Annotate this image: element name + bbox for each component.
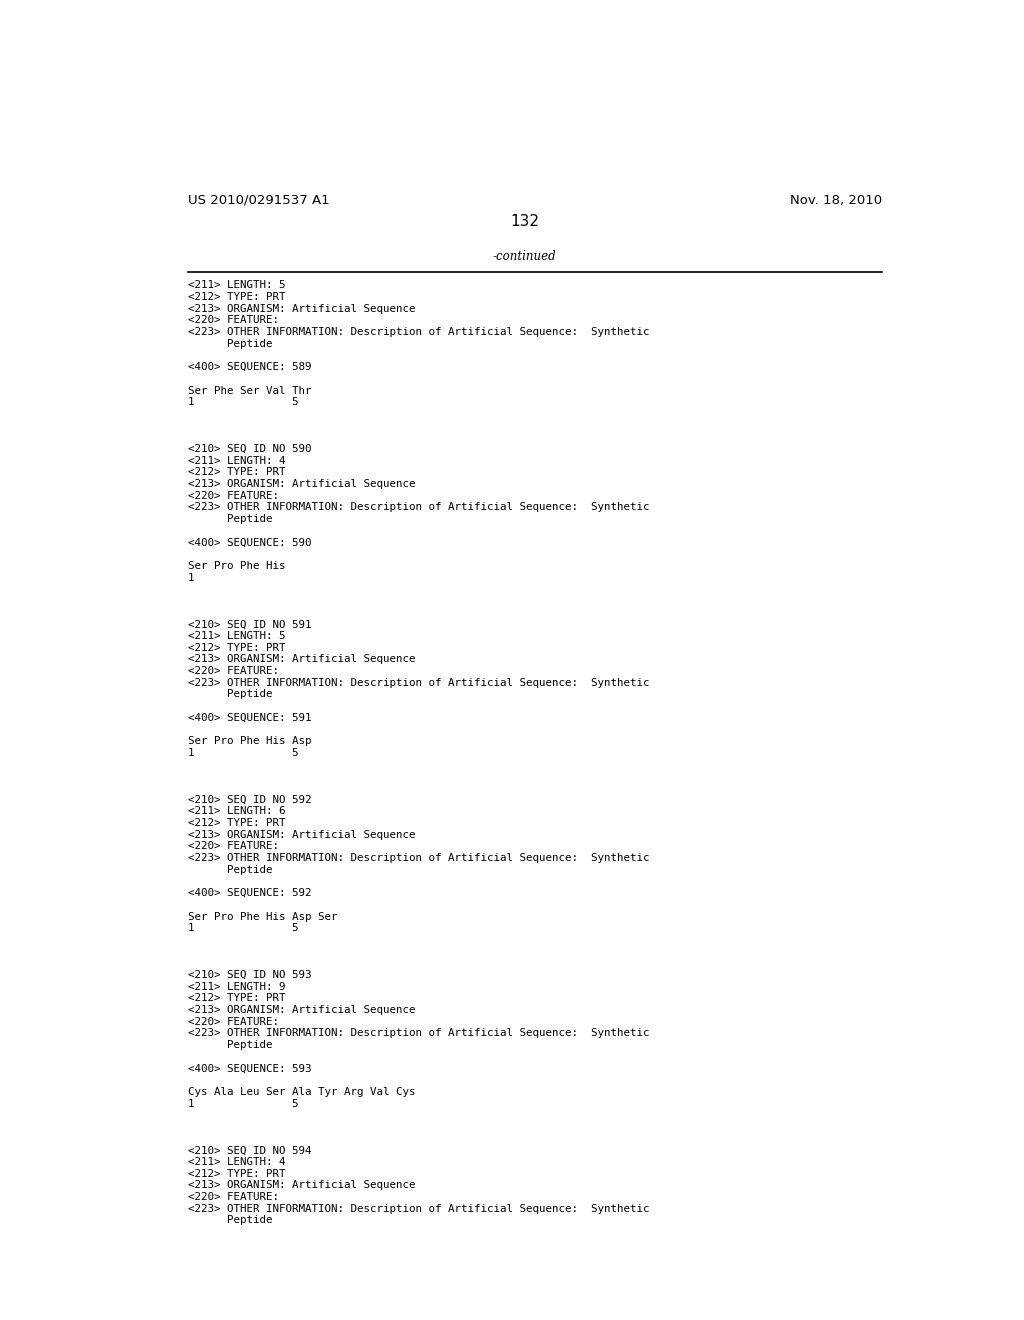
Text: 1               5: 1 5 xyxy=(187,397,298,408)
Text: <210> SEQ ID NO 592: <210> SEQ ID NO 592 xyxy=(187,795,311,805)
Text: <223> OTHER INFORMATION: Description of Artificial Sequence:  Synthetic: <223> OTHER INFORMATION: Description of … xyxy=(187,327,649,337)
Text: Peptide: Peptide xyxy=(187,689,272,700)
Text: Ser Pro Phe His Asp: Ser Pro Phe His Asp xyxy=(187,737,311,746)
Text: <210> SEQ ID NO 590: <210> SEQ ID NO 590 xyxy=(187,444,311,454)
Text: <223> OTHER INFORMATION: Description of Artificial Sequence:  Synthetic: <223> OTHER INFORMATION: Description of … xyxy=(187,677,649,688)
Text: <213> ORGANISM: Artificial Sequence: <213> ORGANISM: Artificial Sequence xyxy=(187,479,415,490)
Text: <400> SEQUENCE: 592: <400> SEQUENCE: 592 xyxy=(187,888,311,898)
Text: <212> TYPE: PRT: <212> TYPE: PRT xyxy=(187,1168,285,1179)
Text: 1               5: 1 5 xyxy=(187,1098,298,1109)
Text: 1               5: 1 5 xyxy=(187,923,298,933)
Text: <212> TYPE: PRT: <212> TYPE: PRT xyxy=(187,292,285,302)
Text: Ser Phe Ser Val Thr: Ser Phe Ser Val Thr xyxy=(187,385,311,396)
Text: Ser Pro Phe His: Ser Pro Phe His xyxy=(187,561,285,570)
Text: <210> SEQ ID NO 594: <210> SEQ ID NO 594 xyxy=(187,1146,311,1155)
Text: <213> ORGANISM: Artificial Sequence: <213> ORGANISM: Artificial Sequence xyxy=(187,830,415,840)
Text: <212> TYPE: PRT: <212> TYPE: PRT xyxy=(187,643,285,652)
Text: <212> TYPE: PRT: <212> TYPE: PRT xyxy=(187,467,285,478)
Text: Peptide: Peptide xyxy=(187,1040,272,1051)
Text: <400> SEQUENCE: 593: <400> SEQUENCE: 593 xyxy=(187,1064,311,1073)
Text: 1: 1 xyxy=(187,573,194,582)
Text: <213> ORGANISM: Artificial Sequence: <213> ORGANISM: Artificial Sequence xyxy=(187,1005,415,1015)
Text: <213> ORGANISM: Artificial Sequence: <213> ORGANISM: Artificial Sequence xyxy=(187,655,415,664)
Text: <213> ORGANISM: Artificial Sequence: <213> ORGANISM: Artificial Sequence xyxy=(187,1180,415,1191)
Text: <400> SEQUENCE: 589: <400> SEQUENCE: 589 xyxy=(187,362,311,372)
Text: Peptide: Peptide xyxy=(187,513,272,524)
Text: -continued: -continued xyxy=(493,249,557,263)
Text: <211> LENGTH: 6: <211> LENGTH: 6 xyxy=(187,807,285,816)
Text: <213> ORGANISM: Artificial Sequence: <213> ORGANISM: Artificial Sequence xyxy=(187,304,415,314)
Text: <220> FEATURE:: <220> FEATURE: xyxy=(187,841,279,851)
Text: <212> TYPE: PRT: <212> TYPE: PRT xyxy=(187,994,285,1003)
Text: <223> OTHER INFORMATION: Description of Artificial Sequence:  Synthetic: <223> OTHER INFORMATION: Description of … xyxy=(187,853,649,863)
Text: <223> OTHER INFORMATION: Description of Artificial Sequence:  Synthetic: <223> OTHER INFORMATION: Description of … xyxy=(187,1028,649,1039)
Text: <220> FEATURE:: <220> FEATURE: xyxy=(187,315,279,326)
Text: <212> TYPE: PRT: <212> TYPE: PRT xyxy=(187,818,285,828)
Text: Ser Pro Phe His Asp Ser: Ser Pro Phe His Asp Ser xyxy=(187,912,337,921)
Text: <211> LENGTH: 4: <211> LENGTH: 4 xyxy=(187,1158,285,1167)
Text: <223> OTHER INFORMATION: Description of Artificial Sequence:  Synthetic: <223> OTHER INFORMATION: Description of … xyxy=(187,1204,649,1214)
Text: <220> FEATURE:: <220> FEATURE: xyxy=(187,1192,279,1203)
Text: US 2010/0291537 A1: US 2010/0291537 A1 xyxy=(187,194,329,207)
Text: <211> LENGTH: 5: <211> LENGTH: 5 xyxy=(187,631,285,642)
Text: <223> OTHER INFORMATION: Description of Artificial Sequence:  Synthetic: <223> OTHER INFORMATION: Description of … xyxy=(187,503,649,512)
Text: <210> SEQ ID NO 593: <210> SEQ ID NO 593 xyxy=(187,970,311,979)
Text: <220> FEATURE:: <220> FEATURE: xyxy=(187,491,279,500)
Text: 1               5: 1 5 xyxy=(187,748,298,758)
Text: Peptide: Peptide xyxy=(187,339,272,348)
Text: 132: 132 xyxy=(510,214,540,230)
Text: <211> LENGTH: 4: <211> LENGTH: 4 xyxy=(187,455,285,466)
Text: <400> SEQUENCE: 590: <400> SEQUENCE: 590 xyxy=(187,537,311,548)
Text: <400> SEQUENCE: 591: <400> SEQUENCE: 591 xyxy=(187,713,311,723)
Text: <220> FEATURE:: <220> FEATURE: xyxy=(187,667,279,676)
Text: Nov. 18, 2010: Nov. 18, 2010 xyxy=(790,194,882,207)
Text: <211> LENGTH: 5: <211> LENGTH: 5 xyxy=(187,280,285,290)
Text: <210> SEQ ID NO 591: <210> SEQ ID NO 591 xyxy=(187,619,311,630)
Text: <220> FEATURE:: <220> FEATURE: xyxy=(187,1016,279,1027)
Text: Cys Ala Leu Ser Ala Tyr Arg Val Cys: Cys Ala Leu Ser Ala Tyr Arg Val Cys xyxy=(187,1086,415,1097)
Text: Peptide: Peptide xyxy=(187,865,272,875)
Text: Peptide: Peptide xyxy=(187,1216,272,1225)
Text: <211> LENGTH: 9: <211> LENGTH: 9 xyxy=(187,982,285,991)
